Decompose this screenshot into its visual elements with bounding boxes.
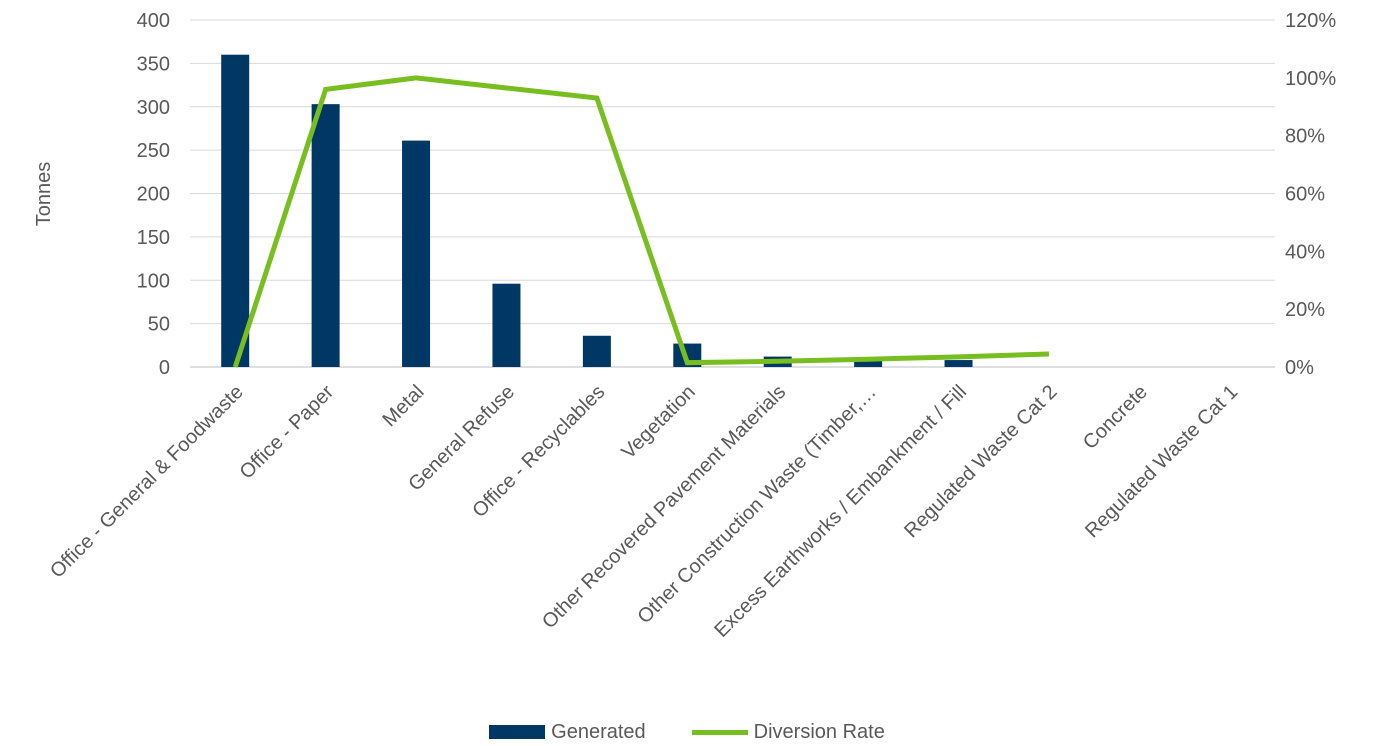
bar-generated <box>311 104 340 368</box>
legend-item-diversion-rate: Diversion Rate <box>691 720 885 744</box>
y-tick-label: 400 <box>137 10 170 32</box>
y-tick-label: 200 <box>137 184 170 206</box>
x-tick-label: Metal <box>378 381 428 431</box>
legend-item-generated: Generated <box>489 721 646 744</box>
bar-generated <box>854 358 883 367</box>
y-tick-label: 50 <box>148 314 170 336</box>
bar-generated <box>944 360 973 367</box>
y2-tick-label: 120% <box>1285 10 1336 32</box>
line-series <box>232 75 1050 368</box>
bar-series <box>221 54 973 368</box>
legend-label-generated: Generated <box>551 720 646 743</box>
y-axis-right: 0% 20% 40% 60% 80% 100% 120% <box>1285 10 1336 379</box>
gridlines <box>190 19 1275 368</box>
bar-generated <box>582 335 611 367</box>
y2-tick-label: 20% <box>1285 299 1325 321</box>
y-tick-label: 100 <box>137 270 170 292</box>
x-tick-label: Regulated Waste Cat 2 <box>900 381 1061 542</box>
combo-chart: 0 50 100 150 200 250 300 350 400 0% 20% 40% 60% 80% 1… <box>33 10 1336 642</box>
line-diversion-rate <box>232 75 1050 368</box>
y2-tick-label: 80% <box>1285 126 1325 148</box>
y-tick-label: 350 <box>137 53 170 75</box>
y-tick-label: 300 <box>137 97 170 119</box>
x-tick-label: Vegetation <box>617 381 699 463</box>
x-tick-label: Office - Paper <box>236 381 339 484</box>
y2-tick-label: 40% <box>1285 241 1325 263</box>
x-tick-label: Office - General & Foodwaste <box>46 381 248 583</box>
legend-label-diversion-rate: Diversion Rate <box>753 720 885 743</box>
y2-tick-label: 60% <box>1285 184 1325 206</box>
y-tick-label: 150 <box>137 227 170 249</box>
y2-tick-label: 0% <box>1285 357 1314 379</box>
y-tick-label: 0 <box>159 357 170 379</box>
legend-swatch-generated <box>489 725 546 739</box>
bar-generated <box>402 140 431 367</box>
y-tick-label: 250 <box>137 140 170 162</box>
x-tick-label: Regulated Waste Cat 1 <box>1081 381 1242 542</box>
legend: Generated Diversion Rate <box>0 718 1374 746</box>
y2-tick-label: 100% <box>1285 68 1336 90</box>
bar-generated <box>221 54 250 367</box>
y-axis-left: 0 50 100 150 200 250 300 350 400 <box>137 10 170 379</box>
y-axis-title: Tonnes <box>33 162 55 227</box>
x-tick-label: Concrete <box>1079 381 1152 454</box>
bar-generated <box>492 283 521 367</box>
legend-swatch-diversion-rate <box>691 729 748 735</box>
